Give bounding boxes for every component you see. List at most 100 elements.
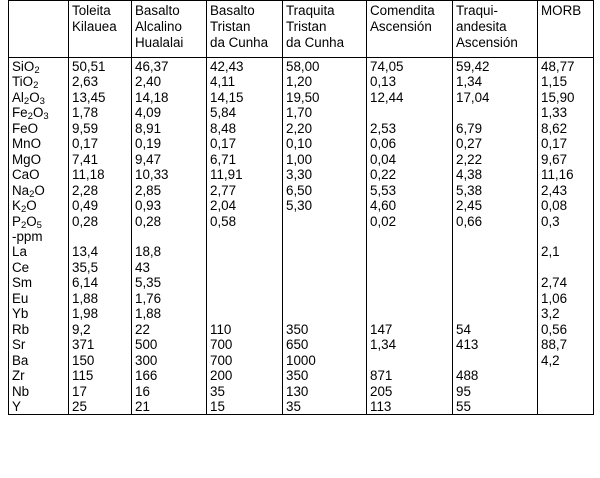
row-label-subscript: 2 [20, 204, 27, 214]
row-label: MnO [8, 136, 69, 152]
table-row: Sm 6,14 5,35 2,74 [8, 275, 594, 291]
row-label: Na2O [8, 182, 69, 199]
header-line: Toleita [72, 3, 111, 18]
table-cell: 2,53 [366, 120, 453, 137]
table-cell: 8,91 [131, 120, 207, 137]
table-cell: 150 [68, 352, 132, 369]
table-cell: 5,84 [206, 105, 283, 121]
table-cell: 700 [206, 337, 283, 353]
header-line: da Cunha [286, 35, 345, 50]
header-line: Basalto [135, 3, 180, 18]
row-label: MgO [8, 151, 69, 168]
row-label: K2O [8, 198, 69, 214]
row-label: Sm [8, 275, 69, 291]
table-cell: 1,34 [452, 74, 538, 90]
row-label-text: CaO [12, 167, 40, 183]
header-cell: MORB [537, 0, 594, 58]
table-cell: 205 [366, 383, 453, 399]
table-cell: 0,3 [537, 213, 594, 229]
table-cell: 2,63 [68, 74, 132, 90]
table-row: SiO2 50,51 46,37 42,43 58,00 74,05 59,42 48,77 [8, 57, 594, 75]
table-cell: 5,53 [366, 182, 453, 199]
row-label-text: MgO [12, 151, 42, 167]
table-cell: 11,18 [68, 167, 132, 183]
table-cell: 14,15 [206, 89, 283, 106]
table-cell: 0,28 [68, 213, 132, 229]
row-label-text: O [26, 213, 37, 229]
table-cell: 147 [366, 321, 453, 338]
row-label: Rb [8, 321, 69, 338]
row-label: La [8, 244, 69, 260]
row-label-text: Na [12, 182, 30, 198]
table-cell: 2,28 [68, 182, 132, 199]
table-cell: 5,38 [452, 182, 538, 199]
row-label-subscript: 2 [29, 188, 35, 199]
row-label: Al2O3 [8, 89, 69, 106]
header-cell: Traqui-andesita Ascensión [452, 0, 538, 58]
row-label-subscript: 2 [20, 219, 27, 229]
table-cell [68, 228, 132, 245]
table-cell: 350 [282, 368, 367, 384]
table-row: FeO 9,59 8,91 8,48 2,20 2,53 6,79 8,62 [8, 120, 594, 137]
row-label-text: Ba [12, 352, 29, 368]
table-cell: 4,2 [537, 352, 594, 369]
table-cell: 35,5 [68, 259, 132, 276]
table-cell: 1,76 [131, 290, 207, 307]
table-cell: 2,20 [282, 120, 367, 137]
header-cell: Comendita Ascensión [366, 0, 453, 58]
row-label-text: Zr [12, 368, 25, 384]
table-body: SiO2 50,51 46,37 42,43 58,00 74,05 59,42 48,77 T… [8, 57, 594, 416]
header-row: Toleita Kilauea Basalto Alcalino Hualalai Bas… [8, 0, 594, 58]
table-row: Y 25 21 15 35 113 55 [8, 398, 594, 416]
table-cell [366, 259, 453, 276]
row-label-subscript: 2 [33, 80, 39, 90]
table-row: Sr 371 500 700 650 1,34 413 88,7 [8, 337, 594, 353]
table-cell: 0,27 [452, 136, 538, 152]
table-cell: 2,45 [452, 198, 538, 214]
table-cell: 17 [68, 383, 132, 399]
row-label-subscript: 2 [27, 111, 33, 121]
table-cell [366, 306, 453, 322]
table-cell [282, 290, 367, 307]
header-cell: Toleita Kilauea [68, 0, 132, 58]
table-cell [366, 275, 453, 291]
table-cell [206, 306, 283, 322]
row-label-text: TiO [12, 74, 34, 90]
table-cell: 74,05 [366, 57, 453, 75]
table-cell: 6,50 [282, 182, 367, 199]
row-label-text: Eu [12, 290, 29, 306]
table-cell [452, 228, 538, 245]
table-cell [452, 244, 538, 260]
table-cell: 0,56 [537, 321, 594, 338]
table-cell: 0,08 [537, 198, 594, 214]
table-cell: 15 [206, 398, 283, 416]
table-cell [452, 290, 538, 307]
table-cell: 15,90 [537, 89, 594, 106]
table-cell [206, 259, 283, 276]
table-cell: 58,00 [282, 57, 367, 75]
table-cell: 0,22 [366, 167, 453, 183]
header-line: Traquita [286, 3, 335, 18]
table-cell [452, 275, 538, 291]
table-row: Eu 1,88 1,76 1,06 [8, 290, 594, 307]
table-cell: 16 [131, 383, 207, 399]
table-cell: 0,66 [452, 213, 538, 229]
header-cell: Basalto Alcalino Hualalai [131, 0, 207, 58]
table-cell: 4,60 [366, 198, 453, 214]
table-cell: 1,98 [68, 306, 132, 322]
row-label: P2O5 [8, 213, 69, 229]
table-cell: 6,71 [206, 151, 283, 168]
table-cell: 1,88 [68, 290, 132, 307]
table-cell: 10,33 [131, 167, 207, 183]
table-cell: 59,42 [452, 57, 538, 75]
table-cell [282, 244, 367, 260]
row-label-text: La [12, 244, 27, 260]
table-cell: 1,33 [537, 105, 594, 121]
table-cell: 55 [452, 398, 538, 416]
row-label: Sr [8, 337, 69, 353]
table-cell: 200 [206, 368, 283, 384]
geochemistry-table: Toleita Kilauea Basalto Alcalino Hualalai Bas… [8, 0, 594, 416]
row-label-subscript: 2 [23, 95, 30, 106]
row-label-text: K [12, 198, 21, 214]
table-cell: 46,37 [131, 57, 207, 75]
